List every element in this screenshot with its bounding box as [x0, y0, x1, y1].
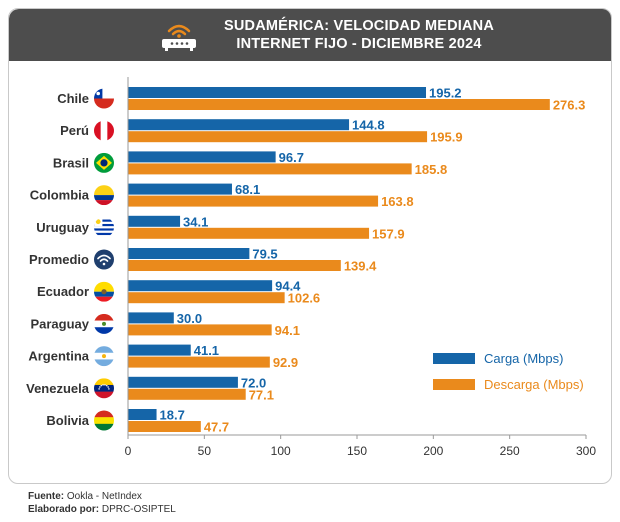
value-label-download: 47.7	[204, 420, 229, 435]
footer-notes: Fuente: Ookla - NetIndex Elaborado por: …	[28, 490, 176, 516]
bar-upload	[128, 248, 250, 259]
value-label-upload: 41.1	[194, 343, 219, 358]
flag-uruguay-icon	[94, 217, 114, 238]
legend: Carga (Mbps) Descarga (Mbps)	[433, 351, 584, 392]
bar-download	[128, 421, 201, 432]
category-label: Brasil	[53, 155, 89, 170]
flag-paraguay-icon	[94, 313, 114, 334]
bar-upload	[128, 409, 157, 420]
bar-upload	[128, 280, 273, 292]
value-label-download: 276.3	[553, 98, 586, 113]
category-label: Paraguay	[30, 316, 89, 331]
made-by-label: Elaborado por:	[28, 504, 100, 515]
x-tick-label: 250	[500, 444, 520, 458]
value-label-upload: 96.7	[279, 150, 304, 165]
bar-upload	[128, 87, 427, 98]
value-label-upload: 195.2	[429, 86, 462, 101]
bar-upload	[128, 119, 350, 131]
category-label: Ecuador	[37, 284, 89, 299]
x-tick-label: 300	[576, 444, 596, 458]
bar-upload	[128, 183, 232, 195]
flag-ecuador-icon	[94, 281, 114, 302]
bar-download	[128, 292, 285, 304]
x-tick-label: 0	[125, 444, 132, 458]
bar-download	[128, 131, 428, 143]
bar-download	[128, 227, 370, 239]
flag-bolivia-icon	[94, 410, 114, 431]
wifi-icon	[94, 249, 114, 270]
value-label-download: 139.4	[344, 259, 377, 274]
router-icon	[162, 24, 196, 51]
made-by-note: Elaborado por: DPRC-OSIPTEL	[28, 503, 176, 516]
source-note: Fuente: Ookla - NetIndex	[28, 490, 176, 503]
category-label: Argentina	[28, 349, 89, 364]
category-label: Uruguay	[36, 220, 90, 235]
category-label: Promedio	[29, 252, 89, 267]
value-label-upload: 94.4	[275, 279, 301, 294]
value-label-upload: 144.8	[352, 118, 385, 133]
bar-upload	[128, 312, 174, 324]
category-label: Venezuela	[26, 381, 90, 396]
chart-card: SUDAMÉRICA: VELOCIDAD MEDIANA INTERNET F…	[8, 8, 612, 484]
bar-upload	[128, 215, 181, 227]
chart-header: SUDAMÉRICA: VELOCIDAD MEDIANA INTERNET F…	[9, 9, 611, 61]
bar-upload	[128, 376, 238, 388]
value-label-download: 77.1	[249, 387, 274, 402]
bar-download	[128, 99, 550, 110]
bar-chart: Chile Perú Brasil Colombia Uruguay Promedio Ec…	[26, 77, 596, 458]
bar-download	[128, 356, 270, 368]
flag-peru-icon	[94, 120, 114, 141]
value-label-upload: 18.7	[160, 408, 185, 423]
category-label: Chile	[57, 91, 89, 106]
bar-download	[128, 163, 412, 175]
category-label: Bolivia	[46, 413, 89, 428]
x-tick-label: 100	[271, 444, 291, 458]
x-axis: 0 50 100 150 200 250 300	[125, 77, 596, 458]
flag-colombia-icon	[94, 185, 114, 206]
value-label-download: 94.1	[275, 323, 300, 338]
flags-layer: Chile Perú Brasil Colombia Uruguay Promedio Ec…	[26, 88, 114, 431]
bar-download	[128, 388, 246, 400]
value-label-upload: 72.0	[241, 375, 266, 390]
chart-title: SUDAMÉRICA: VELOCIDAD MEDIANA INTERNET F…	[209, 17, 509, 53]
title-line-1: SUDAMÉRICA: VELOCIDAD MEDIANA	[223, 18, 495, 34]
source-value: Ookla - NetIndex	[66, 491, 142, 502]
value-label-upload: 79.5	[252, 247, 277, 262]
value-label-download: 163.8	[381, 194, 414, 209]
value-label-download: 157.9	[372, 226, 405, 241]
value-label-download: 185.8	[415, 162, 448, 177]
flag-venezuela-icon	[94, 378, 114, 399]
legend-label-upload: Carga (Mbps)	[484, 351, 563, 366]
legend-swatch-upload	[433, 353, 475, 364]
made-by-value: DPRC-OSIPTEL	[101, 504, 176, 515]
x-tick-label: 200	[423, 444, 443, 458]
value-label-upload: 30.0	[177, 311, 202, 326]
title-line-2: INTERNET FIJO - DICIEMBRE 2024	[236, 36, 482, 52]
value-label-upload: 34.1	[183, 214, 208, 229]
x-tick-label: 50	[198, 444, 212, 458]
value-label-download: 92.9	[273, 355, 298, 370]
bar-upload	[128, 151, 276, 163]
x-tick-label: 150	[347, 444, 367, 458]
source-label: Fuente:	[28, 491, 65, 502]
bar-download	[128, 324, 272, 336]
flag-brazil-icon	[94, 152, 114, 173]
category-label: Perú	[60, 123, 89, 138]
legend-swatch-download	[433, 379, 475, 390]
bar-download	[128, 260, 341, 271]
value-label-download: 195.9	[430, 130, 463, 145]
flag-chile-icon	[94, 88, 114, 109]
value-label-download: 102.6	[288, 291, 321, 306]
bars-layer: 195.2 276.3 144.8 195.9 96.7 185.8 68.1 163.8 34…	[128, 86, 585, 435]
bar-download	[128, 195, 379, 207]
flag-argentina-icon	[94, 346, 114, 367]
value-label-upload: 68.1	[235, 182, 260, 197]
bar-upload	[128, 344, 191, 356]
category-label: Colombia	[30, 188, 90, 203]
legend-label-download: Descarga (Mbps)	[484, 377, 584, 392]
